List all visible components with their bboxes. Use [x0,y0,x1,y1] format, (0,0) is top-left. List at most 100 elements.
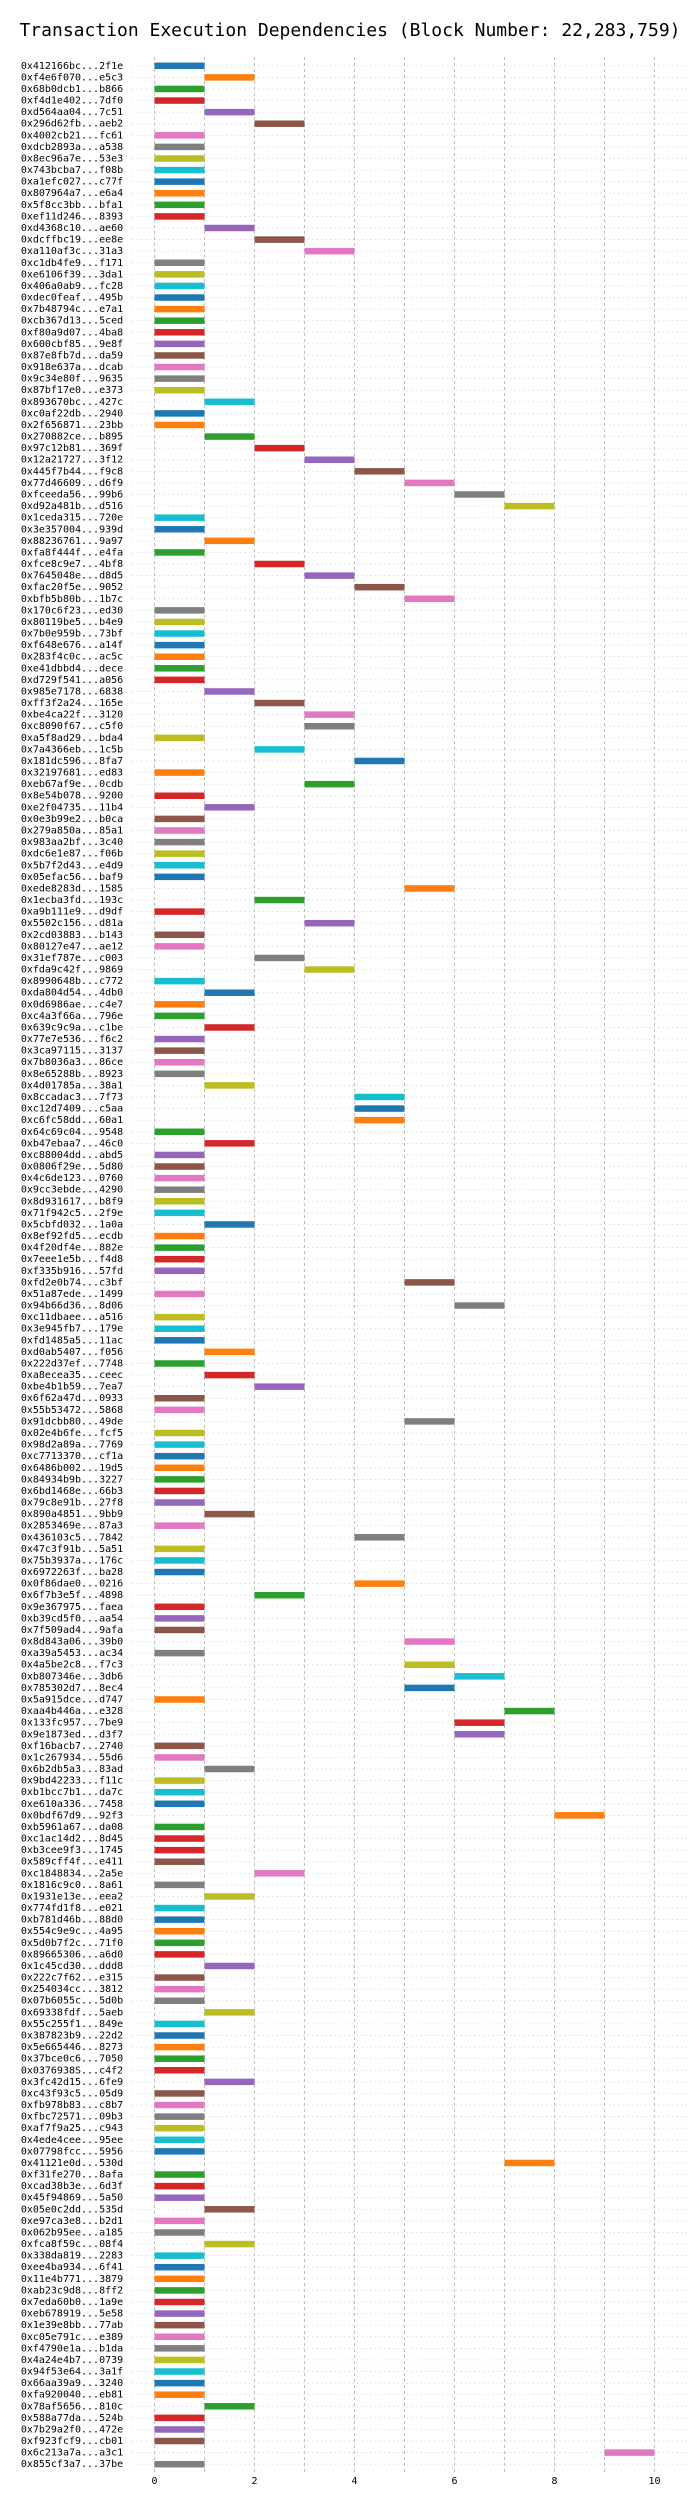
gantt-bar [154,1441,205,1448]
row-label: 0xc05e791c...e389 [21,2332,123,2343]
gantt-bar [304,711,355,718]
gantt-bar [204,2240,255,2248]
row-label: 0xdcb2893a...a538 [21,142,123,153]
gantt-bar [354,1093,405,1101]
row-label: 0xa1efc027...c77f [21,177,123,188]
row-label: 0xbe4b1b59...7ea7 [21,1382,123,1393]
gantt-bar [204,1348,255,1356]
row-label: 0xfca8f59c...08f4 [21,2239,123,2250]
row-label: 0x1e39e8bb...77ab [21,2320,123,2331]
gantt-bar [154,189,205,197]
gantt-bar [154,1337,205,1344]
row-label: 0xcad38b3e...6d3f [21,2181,123,2192]
gantt-bar [304,722,355,730]
gantt-bar [154,815,205,823]
row-label: 0xb1bcc7b1...da7c [21,1787,123,1798]
gantt-bar [154,363,205,371]
gantt-bar [254,120,305,127]
row-label: 0x07798fcc...5956 [21,2146,123,2157]
gantt-bar [154,2101,205,2109]
row-label: 0xfd2e0b74...c3bf [21,1277,123,1288]
row-label: 0xb39cd5f0...aa54 [21,1613,123,1624]
row-label: 0xf923fcf9...cb01 [21,2436,123,2447]
row-label: 0xb5961a67...da08 [21,1822,123,1833]
row-label: 0x94f53e64...3a1f [21,2367,123,2378]
row-label: 0x97c12b81...369f [21,443,123,454]
row-label: 0x88236761...9a97 [21,536,123,547]
row-label: 0xf80a9d07...4ba8 [21,327,123,338]
row-label: 0x181dc596...8fa7 [21,756,123,767]
gantt-bar [154,1974,205,1981]
gantt-bar [154,1603,205,1611]
row-label: 0x41121e0d...530d [21,2158,123,2169]
gantt-bar [404,885,455,892]
row-label: 0x3e945fb7...179e [21,1324,123,1335]
gantt-bar [204,2403,255,2410]
row-label: 0x270882ce...b895 [21,432,123,443]
row-label: 0x2cd03883...b143 [21,930,123,941]
gantt-bar [154,1557,205,1564]
gantt-bar [154,2194,205,2201]
gantt-bar [154,305,205,313]
gantt-bar [154,1209,205,1217]
gantt-bar [254,444,305,452]
gantt-bar [454,1673,505,1680]
row-label: 0xeb67af9e...0cdb [21,779,123,790]
row-label: 0xc0af22db...2940 [21,408,123,419]
gantt-bar [154,1696,205,1703]
row-label: 0xdcffbc19...ee8e [21,235,123,246]
gantt-bar [154,155,205,162]
gantt-bar [254,1383,305,1390]
gantt-bar [154,1522,205,1529]
gantt-bar [154,2136,205,2144]
gantt-bar [404,1638,455,1645]
gantt-bar [154,931,205,939]
row-label: 0x918e637a...dcab [21,362,123,373]
row-label: 0x589cff4f...e411 [21,1857,123,1868]
x-tick-label: 8 [551,2476,557,2487]
row-label: 0xa110af3c...31a3 [21,246,123,257]
row-label: 0x91dcbb80...49de [21,1416,123,1427]
row-label: 0x8ec96a7e...53e3 [21,153,123,164]
gantt-bar [354,1580,405,1587]
row-label: 0xc6fc58dd...60a1 [21,1115,123,1126]
x-tick-label: 2 [251,2476,257,2487]
gantt-bar [154,143,205,151]
gantt-bar [154,1232,205,1240]
gantt-bar [154,166,205,174]
gantt-bar [154,2356,205,2364]
gantt-bar [154,1151,205,1159]
gantt-bar [154,734,205,742]
row-label: 0x2853469e...87a3 [21,1521,123,1532]
row-label: 0x807964a7...e6a4 [21,188,123,199]
gantt-bar [354,1105,405,1112]
gantt-bar [154,2043,205,2051]
gantt-bar [154,1985,205,1993]
gantt-bar [154,2310,205,2317]
row-label: 0x84934b9b...3227 [21,1474,123,1485]
row-label: 0xeb678919...5e58 [21,2309,123,2320]
gantt-bar [154,2263,205,2271]
row-label: 0xab23c9d8...8ff2 [21,2285,123,2296]
gantt-bar [154,178,205,185]
row-label: 0x8ef92fd5...ecdb [21,1231,123,1242]
gantt-bar [154,410,205,417]
row-label: 0x4a24e4b7...0739 [21,2355,123,2366]
gantt-bar [154,329,205,336]
row-label: 0xc43f93c5...05d9 [21,2088,123,2099]
row-label: 0x4c6de123...0760 [21,1173,123,1184]
row-label: 0x436103c5...7842 [21,1532,123,1543]
row-label: 0x45f94869...5a50 [21,2193,123,2204]
gantt-bar [154,1904,205,1912]
row-label: 0x7b8036a3...86ce [21,1057,123,1068]
row-label: 0xc11dbaee...a516 [21,1312,123,1323]
row-label: 0xfce8c9e7...4bf8 [21,559,123,570]
row-label: 0x6bd1468e...66b3 [21,1486,123,1497]
gantt-bar [154,1823,205,1831]
gantt-bar [154,1626,205,1634]
row-label: 0x11e4b771...3879 [21,2274,123,2285]
gantt-bar [154,1452,205,1460]
row-label: 0x9cc3ebde...4290 [21,1185,123,1196]
row-label: 0xa8ecea35...ceec [21,1370,123,1381]
gantt-bar [154,1267,205,1275]
